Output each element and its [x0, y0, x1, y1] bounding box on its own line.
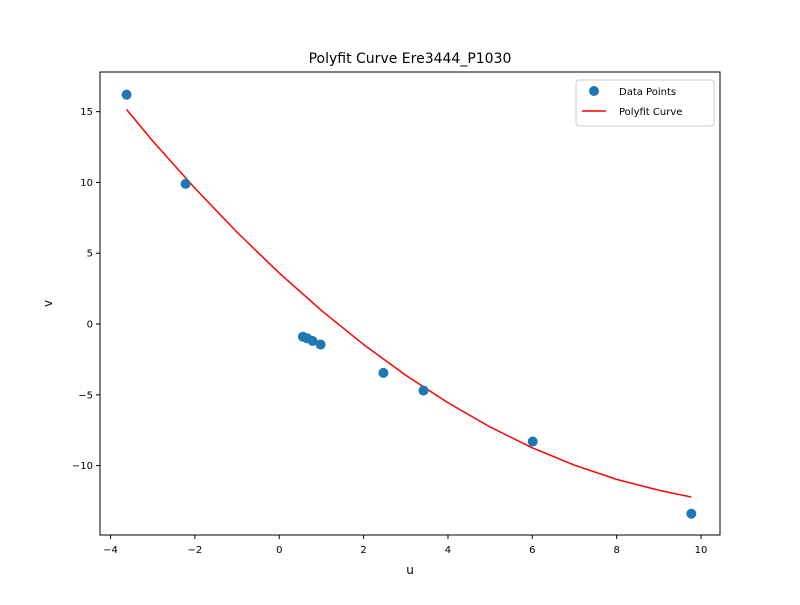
- data-point: [378, 367, 389, 378]
- legend: Data Points Polyfit Curve: [575, 79, 715, 127]
- data-point: [180, 178, 191, 189]
- data-point: [121, 89, 132, 100]
- polyfit-curve-line: [125, 109, 692, 498]
- x-tick-label: 10: [695, 545, 708, 556]
- legend-label-data-points: Data Points: [619, 87, 676, 98]
- chart-title: Polyfit Curve Ere3444_P1030: [309, 51, 512, 67]
- y-axis-label: v: [41, 300, 55, 307]
- x-axis: −4 −2 0 2 4 6 8 10: [103, 535, 707, 556]
- data-point: [307, 336, 318, 347]
- y-tick-label: 10: [80, 178, 93, 189]
- data-point: [686, 508, 697, 519]
- data-point: [418, 385, 429, 396]
- x-tick-label: 2: [360, 545, 366, 556]
- y-axis: −10 −5 0 5 10 15: [72, 107, 100, 472]
- y-tick-label: −5: [78, 390, 93, 401]
- x-tick-label: −2: [188, 545, 203, 556]
- y-tick-label: −10: [72, 461, 93, 472]
- x-tick-label: 0: [276, 545, 282, 556]
- y-tick-label: 5: [87, 249, 93, 260]
- series-layer: [121, 89, 697, 519]
- plot-area: [100, 72, 720, 535]
- y-tick-label: 0: [87, 320, 93, 331]
- legend-marker-data-points: [589, 86, 599, 96]
- x-tick-label: 6: [529, 545, 535, 556]
- x-axis-label: u: [406, 563, 414, 577]
- legend-box: [575, 79, 715, 127]
- data-point: [315, 339, 326, 350]
- x-tick-label: 8: [613, 545, 619, 556]
- x-tick-label: −4: [103, 545, 118, 556]
- y-tick-label: 15: [80, 107, 93, 118]
- plot-frame: [99, 71, 721, 536]
- x-tick-label: 4: [445, 545, 451, 556]
- data-point: [527, 436, 538, 447]
- legend-label-polyfit-curve: Polyfit Curve: [619, 107, 682, 118]
